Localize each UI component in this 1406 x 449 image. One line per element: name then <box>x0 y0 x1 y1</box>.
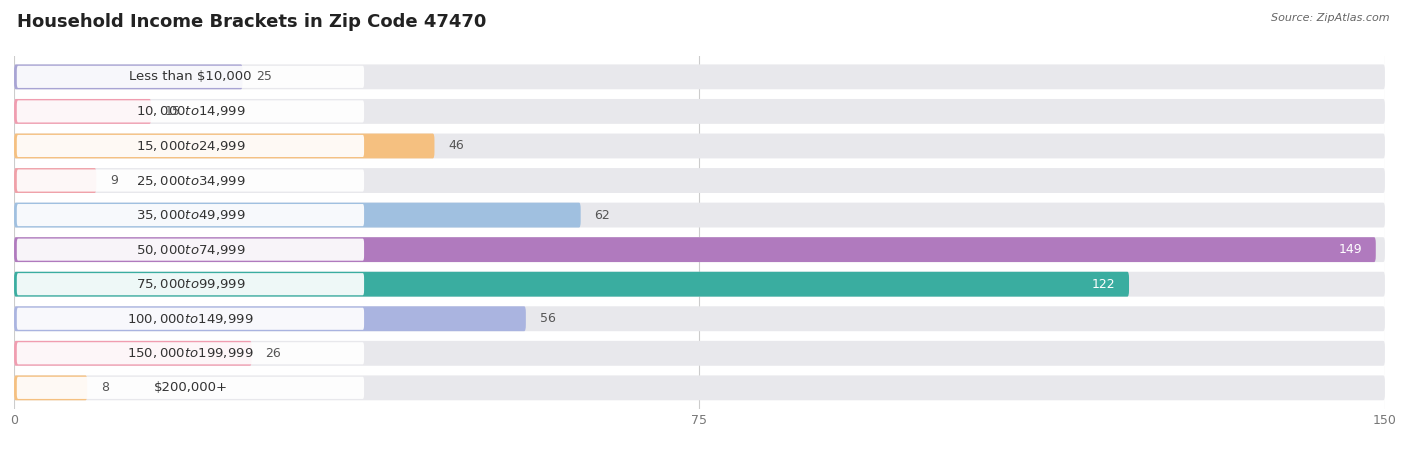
Text: 56: 56 <box>540 312 555 325</box>
FancyBboxPatch shape <box>14 133 1385 158</box>
FancyBboxPatch shape <box>14 375 87 401</box>
FancyBboxPatch shape <box>14 202 581 228</box>
Text: Less than $10,000: Less than $10,000 <box>129 70 252 84</box>
FancyBboxPatch shape <box>14 306 1385 331</box>
Text: Source: ZipAtlas.com: Source: ZipAtlas.com <box>1271 13 1389 23</box>
FancyBboxPatch shape <box>17 308 364 330</box>
Text: $15,000 to $24,999: $15,000 to $24,999 <box>135 139 245 153</box>
FancyBboxPatch shape <box>14 237 1376 262</box>
FancyBboxPatch shape <box>14 341 252 366</box>
FancyBboxPatch shape <box>14 99 1385 124</box>
FancyBboxPatch shape <box>14 237 1385 262</box>
FancyBboxPatch shape <box>14 99 152 124</box>
Text: $75,000 to $99,999: $75,000 to $99,999 <box>135 277 245 291</box>
FancyBboxPatch shape <box>17 169 364 192</box>
Text: $10,000 to $14,999: $10,000 to $14,999 <box>135 105 245 119</box>
FancyBboxPatch shape <box>14 64 1385 89</box>
FancyBboxPatch shape <box>14 272 1385 297</box>
Text: $150,000 to $199,999: $150,000 to $199,999 <box>127 346 253 360</box>
Text: 62: 62 <box>595 209 610 221</box>
Text: 25: 25 <box>256 70 273 84</box>
FancyBboxPatch shape <box>17 273 364 295</box>
FancyBboxPatch shape <box>14 202 1385 228</box>
FancyBboxPatch shape <box>17 101 364 123</box>
Text: Household Income Brackets in Zip Code 47470: Household Income Brackets in Zip Code 47… <box>17 13 486 31</box>
FancyBboxPatch shape <box>14 168 1385 193</box>
FancyBboxPatch shape <box>14 272 1129 297</box>
Text: 149: 149 <box>1339 243 1362 256</box>
FancyBboxPatch shape <box>14 168 96 193</box>
FancyBboxPatch shape <box>14 64 243 89</box>
Text: 8: 8 <box>101 381 108 394</box>
Text: $100,000 to $149,999: $100,000 to $149,999 <box>127 312 253 326</box>
FancyBboxPatch shape <box>17 135 364 157</box>
Text: $50,000 to $74,999: $50,000 to $74,999 <box>135 242 245 257</box>
FancyBboxPatch shape <box>17 342 364 364</box>
Text: 46: 46 <box>449 140 464 153</box>
FancyBboxPatch shape <box>14 306 526 331</box>
Text: $35,000 to $49,999: $35,000 to $49,999 <box>135 208 245 222</box>
Text: $25,000 to $34,999: $25,000 to $34,999 <box>135 173 245 188</box>
Text: 122: 122 <box>1091 277 1115 291</box>
FancyBboxPatch shape <box>17 204 364 226</box>
FancyBboxPatch shape <box>17 377 364 399</box>
Text: 9: 9 <box>110 174 118 187</box>
Text: 26: 26 <box>266 347 281 360</box>
Text: 15: 15 <box>165 105 181 118</box>
FancyBboxPatch shape <box>14 133 434 158</box>
FancyBboxPatch shape <box>14 375 1385 401</box>
FancyBboxPatch shape <box>17 66 364 88</box>
FancyBboxPatch shape <box>17 238 364 261</box>
FancyBboxPatch shape <box>14 341 1385 366</box>
Text: $200,000+: $200,000+ <box>153 381 228 394</box>
